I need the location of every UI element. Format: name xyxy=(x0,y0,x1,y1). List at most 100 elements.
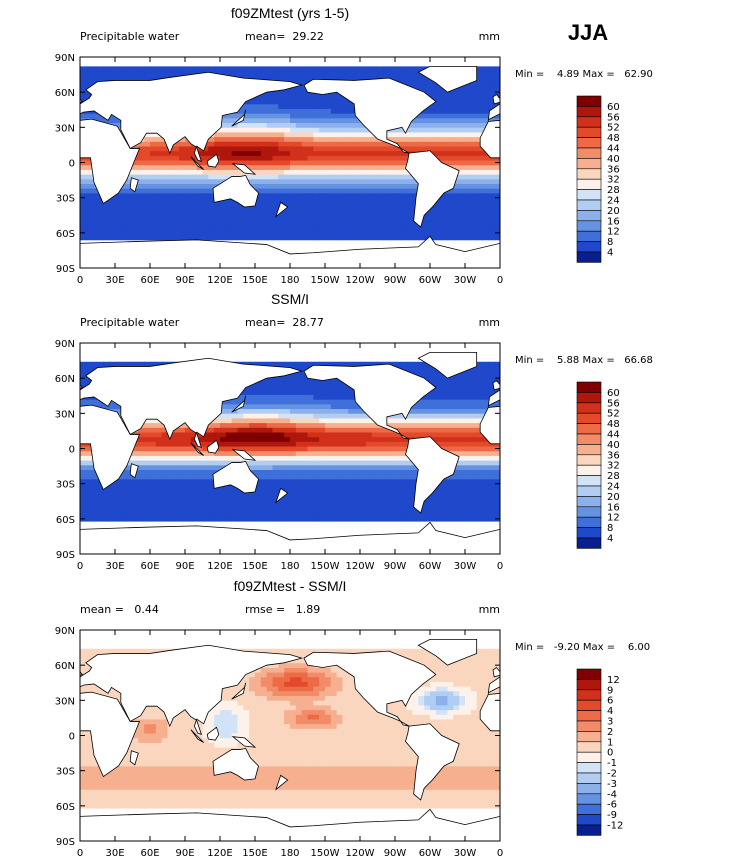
field-cell xyxy=(185,446,192,452)
field-cell xyxy=(144,192,151,199)
field-cell xyxy=(179,155,186,161)
field-cell xyxy=(319,174,326,180)
field-cell xyxy=(167,192,174,199)
field-cell xyxy=(260,188,268,194)
field-cell xyxy=(290,211,297,217)
field-cell xyxy=(284,89,291,95)
field-cell xyxy=(348,230,355,236)
field-cell xyxy=(272,450,279,456)
field-cell xyxy=(231,169,238,175)
field-cell xyxy=(214,422,221,428)
field-cell xyxy=(377,450,384,456)
field-cell xyxy=(395,436,402,442)
field-cell xyxy=(360,455,367,461)
field-cell xyxy=(406,202,413,208)
field-cell xyxy=(167,441,174,447)
field-cell xyxy=(377,464,384,470)
field-cell xyxy=(424,432,431,438)
field-cell xyxy=(325,225,332,231)
field-cell xyxy=(103,507,110,513)
field-cell xyxy=(290,141,297,147)
field-cell xyxy=(488,178,495,184)
field-cell xyxy=(179,146,186,152)
field-cell xyxy=(459,211,466,217)
field-cell xyxy=(418,366,425,372)
field-cell xyxy=(161,169,168,175)
field-cell xyxy=(307,235,314,241)
field-cell xyxy=(167,483,174,489)
field-cell xyxy=(266,375,273,381)
field-cell xyxy=(430,94,437,100)
field-cell xyxy=(85,230,93,236)
field-cell xyxy=(255,427,262,433)
field-cell xyxy=(365,516,373,522)
field-cell xyxy=(383,66,390,72)
field-cell xyxy=(365,422,373,428)
field-cell xyxy=(150,497,157,503)
y-tick-label: 30N xyxy=(55,123,75,134)
field-cell xyxy=(272,446,279,452)
field-cell xyxy=(208,192,215,199)
field-cell xyxy=(202,488,209,494)
field-cell xyxy=(144,174,151,180)
field-cell xyxy=(231,408,238,414)
field-cell xyxy=(494,85,500,91)
field-cell xyxy=(354,211,361,217)
field-cell xyxy=(260,507,268,513)
field-cell xyxy=(453,216,460,222)
x-tick-label: 150E xyxy=(242,275,267,286)
field-cell xyxy=(418,422,425,428)
field-cell xyxy=(406,507,413,513)
field-cell xyxy=(237,108,244,114)
field-cell xyxy=(138,464,145,470)
field-cell xyxy=(348,155,355,161)
field-cell xyxy=(395,75,402,81)
field-cell xyxy=(400,174,408,180)
field-cell xyxy=(295,80,303,86)
field-cell xyxy=(126,225,133,231)
field-cell xyxy=(132,497,139,503)
field-cell xyxy=(360,469,367,475)
field-cell xyxy=(179,455,186,461)
field-cell xyxy=(284,389,291,395)
field-cell xyxy=(342,132,349,138)
field-cell xyxy=(109,497,116,503)
field-cell xyxy=(482,117,489,124)
field-cell xyxy=(132,216,139,222)
x-tick-label: 150W xyxy=(311,275,340,286)
field-cell xyxy=(266,418,273,424)
field-cell xyxy=(430,141,437,147)
field-cell xyxy=(243,207,250,213)
field-cell xyxy=(307,122,314,128)
field-cell xyxy=(97,225,104,231)
field-cell xyxy=(260,174,268,180)
field-cell xyxy=(126,474,133,480)
field-cell xyxy=(313,192,320,199)
field-cell xyxy=(441,432,448,438)
field-cell xyxy=(383,221,390,227)
field-cell xyxy=(237,432,244,438)
field-cell xyxy=(115,516,122,522)
field-cell xyxy=(418,141,425,147)
field-cell xyxy=(214,169,221,175)
field-cell xyxy=(196,497,203,503)
field-cell xyxy=(237,507,244,513)
field-cell xyxy=(173,216,180,222)
field-cell xyxy=(313,230,320,236)
field-cell xyxy=(307,108,314,114)
field-cell xyxy=(383,178,390,184)
field-cell xyxy=(185,141,192,147)
field-cell xyxy=(290,399,297,405)
field-cell xyxy=(435,132,443,138)
field-cell xyxy=(354,127,361,133)
field-cell xyxy=(173,178,180,184)
field-cell xyxy=(91,192,98,199)
field-cell xyxy=(365,221,373,227)
field-cell xyxy=(266,202,273,208)
field-cell xyxy=(325,150,332,156)
field-cell xyxy=(295,394,303,400)
field-cell xyxy=(360,507,367,513)
field-cell xyxy=(307,432,314,438)
field-cell xyxy=(97,71,104,77)
field-cell xyxy=(272,422,279,428)
